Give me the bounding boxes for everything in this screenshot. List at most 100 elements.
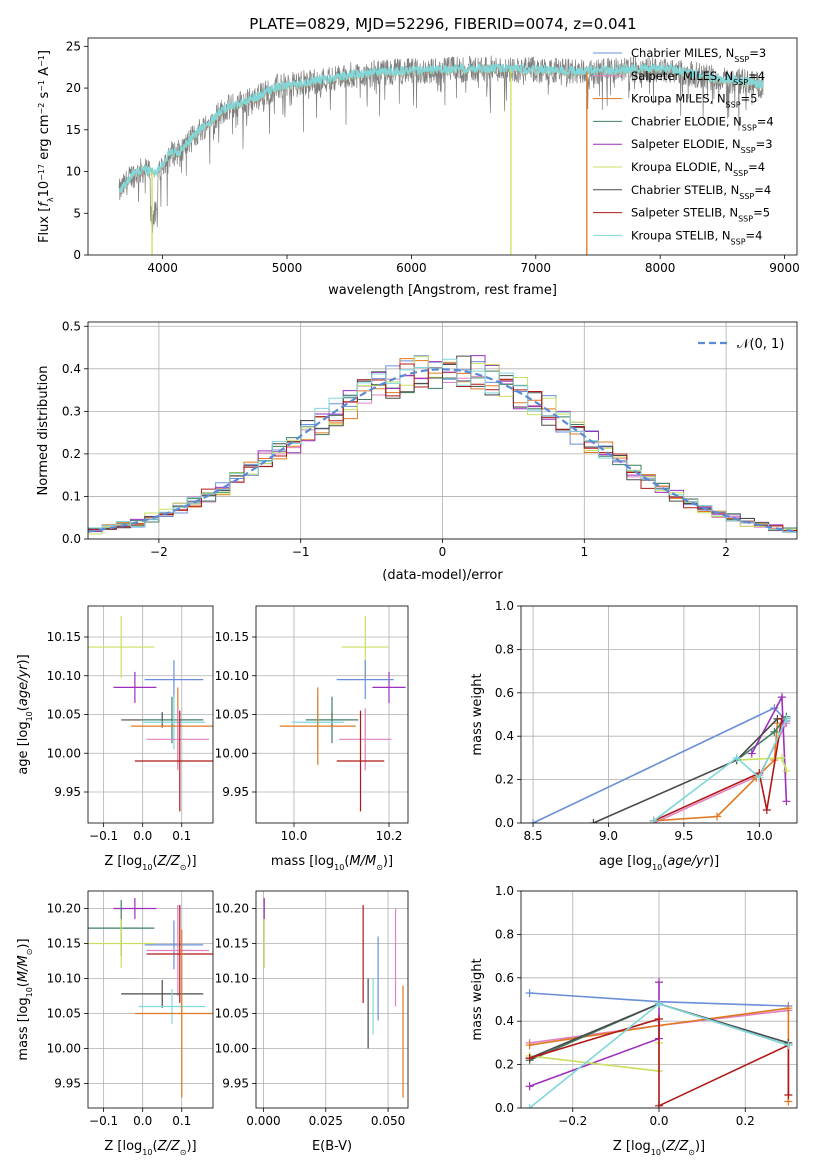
weight-series-kroupa-stelib [649,714,791,823]
x-tick-label: 0.000 [246,1114,280,1128]
y-axis-label: mass weight [470,673,485,755]
errorbar-point-kroupa-elodie [88,919,155,968]
legend-entry-chabrier-elodie: Chabrier ELODIE, NSSP=4 [631,114,774,131]
x-tick-label: −0.2 [558,1114,587,1128]
y-axis-label: mass weight [470,958,485,1040]
y-tick-label: 0.0 [495,1101,514,1115]
x-tick-label: 9.5 [674,829,693,843]
x-tick-label: 6000 [396,261,427,275]
x-tick-label: −2 [150,545,168,559]
plot-area-Z-age [88,616,213,812]
errorbar-point-kroupa-miles [279,687,356,765]
x-tick-label: −0.1 [89,829,118,843]
y-tick-label: 0.4 [495,729,514,743]
y-axis-label: mass [log10(M/M⊙)] [16,938,34,1060]
axes-frame [87,890,214,1109]
weight-marker [589,819,598,823]
y-tick-label: 0.2 [495,1058,514,1072]
figure-title: PLATE=0829, MJD=52296, FIBERID=0074, z=0… [249,15,636,33]
panel-ebv-mass: 0.000 0.025 0.050 9.95 10.00 10.05 10.10 10.15 1… [215,890,409,1154]
errorbar-point-salpeter-elodie [113,898,157,919]
y-axis-label: Flux [fλ10−17 erg cm−2 s−1 A−1] [37,50,55,243]
panel-age-weight: 8.5 9.0 9.5 10.0 0.0 0.2 0.4 0.6 0.8 1.0 age [log1… [470,599,798,872]
axes-frame [87,605,214,824]
weight-marker [655,999,663,1008]
y-tick-label: 10.20 [47,902,81,916]
x-tick-label: 9.0 [599,829,618,843]
weight-marker [782,797,791,806]
y-tick-label: 10.00 [47,1042,81,1056]
x-tick-label: 0 [439,545,447,559]
plot-area-spectrum [118,55,764,255]
y-tick-label: 25 [66,39,81,53]
panel-Z-weight: −0.2 0.0 0.2 0.0 0.2 0.4 0.6 0.8 1.0 Z [log10(Z/Z… [470,884,798,1157]
x-tick-label: 2 [722,545,730,559]
weight-marker [655,978,663,987]
y-tick-label: 0.1 [62,489,81,503]
legend-entry-salpeter-elodie: Salpeter ELODIE, NSSP=3 [631,137,773,155]
x-tick-label: 4000 [147,261,178,275]
weight-marker [777,693,786,702]
y-tick-label: 10.15 [215,630,249,644]
x-tick-label: 10.2 [376,829,403,843]
weight-marker [747,749,756,758]
axes-frame [520,605,798,824]
weight-marker [655,1015,663,1024]
x-tick-label: 5000 [272,261,303,275]
errorbar-point-kroupa-elodie [88,616,155,679]
errorbar-point-kroupa-stelib [142,695,206,750]
x-tick-label: 7000 [521,261,552,275]
weight-marker [732,753,741,762]
legend-entry-chabrier-miles: Chabrier MILES, NSSP=3 [631,46,766,64]
y-tick-label: 0.8 [495,927,514,941]
y-tick-label: 10.05 [215,708,249,722]
weight-marker [770,727,779,736]
weight-marker [525,1054,534,1063]
y-tick-label: 10.10 [215,972,249,986]
weight-marker [784,1090,793,1099]
weight-line [653,718,788,822]
x-tick-label: 0.0 [649,1114,668,1128]
errorbar-point-kroupa-miles [134,929,213,1098]
y-tick-label: 10.15 [215,937,249,951]
weight-marker [784,1004,793,1013]
y-axis-label: age [log10(age/yr)] [16,654,34,774]
y-tick-label: 10.10 [47,669,81,683]
x-tick-label: 10.0 [746,829,773,843]
x-tick-label: 8.5 [524,829,543,843]
x-tick-label: 0.1 [172,829,191,843]
weight-marker [762,805,771,814]
panel-mass-age: 10.0 10.2 9.95 10.00 10.05 10.10 10.15 mass [lo… [215,605,409,872]
errorbar-point-salpeter-miles [146,905,210,996]
plot-area-residuals [88,355,797,535]
legend-entry-salpeter-stelib: Salpeter STELIB, NSSP=5 [631,206,770,224]
weight-series-kroupa-stelib [525,999,793,1108]
x-tick-label: 0.0 [133,829,152,843]
weight-marker [777,753,786,762]
x-tick-label: 9000 [769,261,800,275]
weight-marker [525,1082,534,1091]
errorbar-point-salpeter-stelib [146,905,213,1003]
y-tick-label: 9.95 [222,1077,249,1091]
y-tick-label: 0.4 [495,1014,514,1028]
y-tick-label: 10.00 [215,1042,249,1056]
legend: Chabrier MILES, NSSP=3 Salpeter MILES, NS… [593,46,774,246]
y-tick-label: 0.8 [495,642,514,656]
x-tick-label: 1 [580,545,588,559]
y-tick-label: 10.10 [47,972,81,986]
x-tick-label: 0.1 [172,1114,191,1128]
panel-Z-age: −0.1 0.0 0.1 9.95 10.00 10.05 10.10 10.15 Z [log… [16,605,214,872]
x-axis-label: age [log10(age/yr)] [599,854,719,872]
plot-area-Z-weight [525,978,793,1108]
y-tick-label: 0.2 [62,447,81,461]
weight-marker [782,714,791,723]
y-tick-label: 10.05 [47,1007,81,1021]
y-tick-label: 9.95 [222,785,249,799]
y-tick-label: 10 [66,165,81,179]
y-tick-label: 9.95 [54,785,81,799]
plot-area-ebv-mass [263,898,404,1098]
model-line-kroupa-stelib [118,62,764,193]
errorbar-point-chabrier-miles [336,660,394,699]
axes-frame [87,321,798,540]
x-axis-label: Z [log10(Z/Z⊙)] [104,854,196,872]
